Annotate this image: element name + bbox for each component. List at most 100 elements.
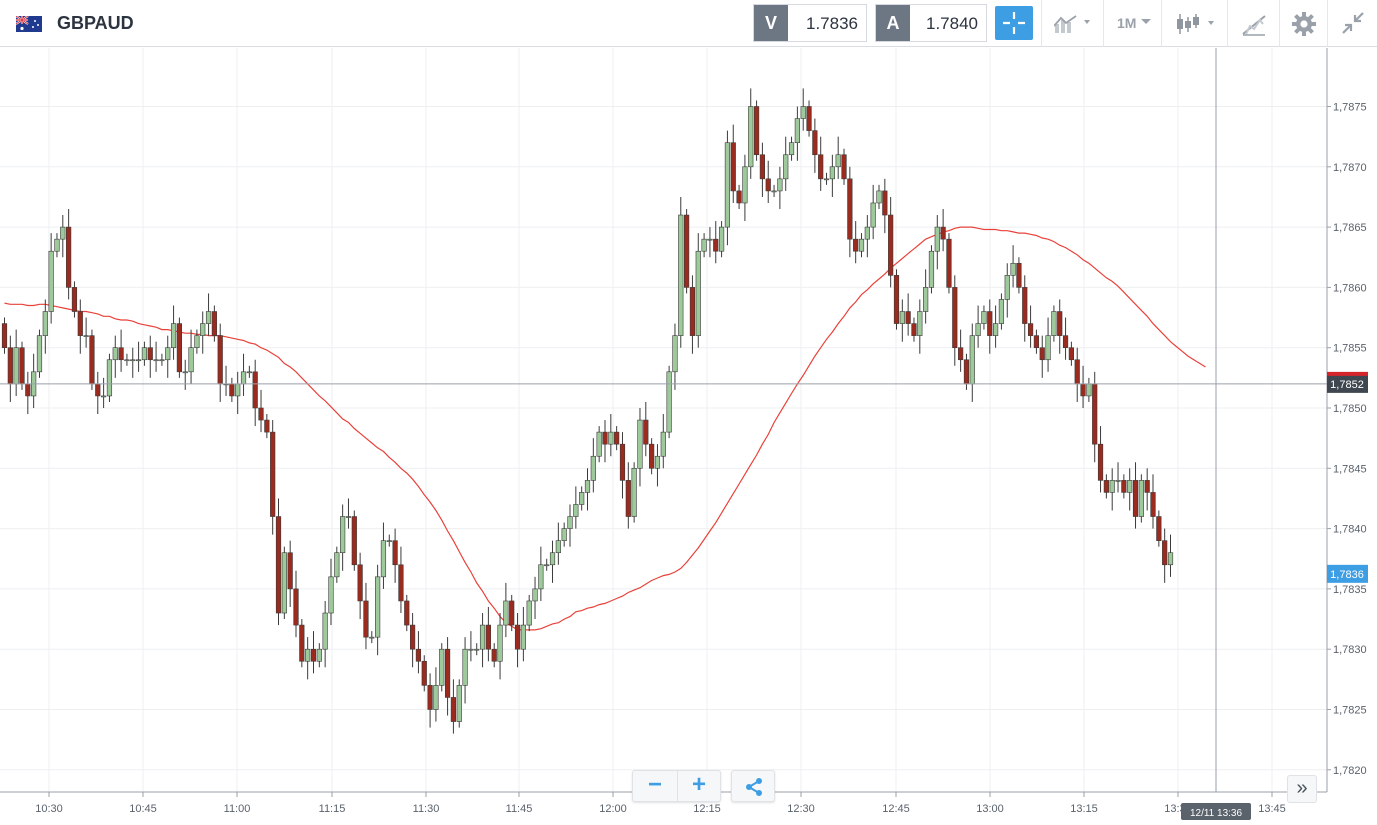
y-tick-label: 1,7840: [1333, 524, 1367, 536]
candle-body: [299, 624, 305, 662]
candle-body: [660, 431, 666, 457]
candle-body: [1051, 311, 1057, 336]
candle-body: [1068, 347, 1074, 361]
candle-body: [1092, 383, 1098, 445]
candle-body: [42, 311, 48, 336]
uk-australia-flag-icon: [16, 16, 42, 32]
candle-body: [998, 299, 1005, 324]
gear-icon: [1292, 12, 1316, 36]
candle-body: [141, 347, 148, 361]
candle-body: [695, 250, 701, 336]
buy-price-button[interactable]: A 1.7840: [875, 4, 987, 42]
chart-type-button[interactable]: [1161, 0, 1228, 47]
candle-body: [305, 648, 311, 662]
y-tick-label: 1,7855: [1333, 343, 1367, 355]
candlestick-chart[interactable]: 1,7875 1,7870 1,7865 1,7860 1,7855 1,7850 1,78…: [0, 47, 1377, 825]
candle-body: [310, 648, 317, 662]
candle-body: [526, 600, 532, 626]
candle-body: [503, 600, 509, 626]
timeframe-dropdown[interactable]: 1M: [1103, 0, 1162, 47]
candle-body: [992, 323, 999, 336]
candle-body: [351, 516, 357, 566]
last-price-marker: [1327, 564, 1368, 583]
candle-body: [940, 226, 946, 240]
candle-body: [497, 624, 503, 662]
candle-body: [433, 685, 439, 710]
candle-body: [182, 371, 188, 374]
zoom-out-button[interactable]: −: [633, 771, 678, 801]
candle-body: [258, 407, 264, 421]
candle-body: [579, 492, 585, 505]
x-tick-label: 11:45: [506, 803, 533, 815]
y-tick-label: 1,7845: [1333, 463, 1367, 475]
candle-body: [684, 214, 690, 288]
candle-body: [1138, 480, 1144, 517]
candle-body: [369, 636, 375, 639]
candle-body: [1097, 443, 1104, 481]
candle-body: [170, 323, 177, 348]
candle-body: [194, 335, 200, 349]
candle-body: [427, 685, 433, 710]
candle-body: [1010, 262, 1016, 276]
candle-body: [514, 624, 521, 650]
candle-body: [89, 335, 95, 385]
candle-body: [952, 287, 958, 348]
y-tick-label: 1,7870: [1333, 162, 1367, 174]
candle-body: [404, 600, 410, 626]
candle-body: [584, 480, 591, 493]
x-tick-label: 12:15: [693, 803, 721, 815]
drawing-tools-button[interactable]: [1227, 0, 1280, 47]
candle-body: [555, 540, 561, 554]
candle-body: [870, 202, 876, 228]
candle-body: [205, 311, 212, 324]
candle-body: [946, 238, 952, 288]
candle-body: [71, 287, 78, 312]
candle-body: [54, 238, 60, 252]
candle-body: [147, 347, 153, 361]
indicators-icon: [1054, 15, 1090, 33]
candle-body: [532, 588, 538, 602]
candle-body: [899, 311, 905, 324]
y-tick-label: 1,7835: [1333, 584, 1367, 596]
indicators-button[interactable]: [1041, 0, 1104, 47]
candle-body: [270, 431, 276, 517]
candle-body: [1103, 480, 1109, 493]
sell-price-button[interactable]: V 1.7836: [753, 4, 867, 42]
candle-body: [561, 528, 567, 541]
zoom-in-button[interactable]: +: [691, 771, 706, 798]
candle-body: [818, 154, 824, 180]
chevron-down-icon: [1141, 19, 1151, 24]
candle-body: [135, 359, 142, 362]
candle-body: [765, 178, 771, 192]
candle-body: [1027, 323, 1034, 336]
candle-body: [864, 226, 870, 240]
candle-body: [923, 287, 929, 312]
candle-body: [905, 311, 911, 324]
crosshair-time-label: 12/11 13:36: [1190, 808, 1243, 819]
x-tick-label: 13:00: [976, 803, 1004, 815]
candle-body: [823, 178, 830, 181]
collapse-button[interactable]: [1327, 0, 1377, 47]
settings-button[interactable]: [1279, 0, 1328, 47]
ma-price-marker: [1327, 372, 1368, 393]
share-button[interactable]: [731, 770, 775, 802]
candle-body: [1039, 347, 1045, 361]
price-chart[interactable]: 1,7875 1,7870 1,7865 1,7860 1,7855 1,7850 1,78…: [0, 47, 1377, 825]
candle-body: [293, 588, 299, 626]
candle-body: [847, 178, 853, 240]
candle-body: [1045, 335, 1051, 361]
candle-body: [759, 154, 765, 180]
candle-body: [806, 106, 812, 131]
candle-body: [95, 383, 101, 397]
zoom-controls: − +: [632, 770, 721, 802]
candle-body: [415, 648, 422, 662]
candle-body: [456, 685, 462, 722]
candle-body: [398, 564, 404, 602]
candle-body: [7, 347, 13, 385]
x-tick-label: 12:30: [787, 803, 815, 815]
scroll-to-latest-button[interactable]: »: [1287, 775, 1317, 803]
candle-body: [1121, 480, 1127, 493]
crosshair-button[interactable]: [995, 6, 1033, 40]
candle-body: [13, 347, 19, 385]
buy-tag: A: [876, 5, 910, 41]
